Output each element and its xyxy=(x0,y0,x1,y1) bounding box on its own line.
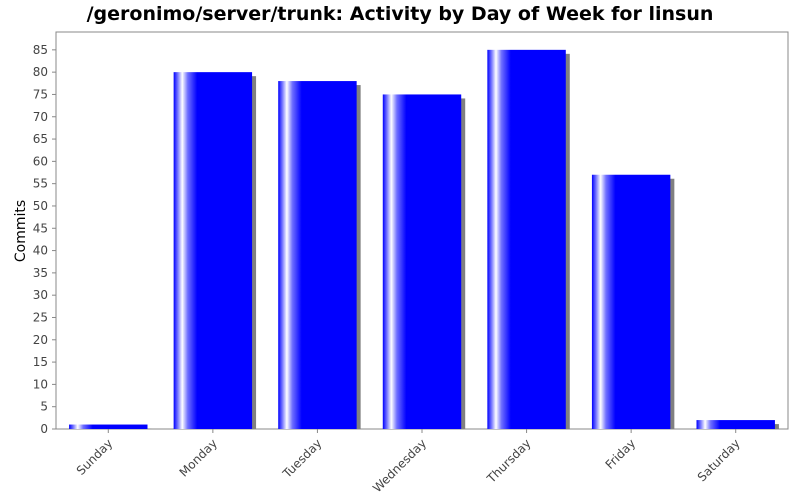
x-tick-label: Monday xyxy=(177,436,220,479)
bar-series xyxy=(69,49,779,430)
y-tick-label: 10 xyxy=(33,377,48,391)
bar-saturday xyxy=(696,420,775,429)
y-tick-label: 70 xyxy=(33,110,48,124)
x-tick-label: Wednesday xyxy=(370,436,429,495)
y-tick-label: 85 xyxy=(33,43,48,57)
bar-friday xyxy=(591,174,671,429)
x-tick-label: Sunday xyxy=(74,436,116,478)
y-tick-label: 50 xyxy=(33,199,48,213)
y-tick-label: 45 xyxy=(33,221,48,235)
y-axis: 0 5 10 15 20 25 30 35 40 45 50 55 60 65 70 75 80 85 xyxy=(33,43,56,436)
x-axis: Sunday Monday Tuesday Wednesday Thursday Frid… xyxy=(74,429,743,495)
y-tick-label: 35 xyxy=(33,266,48,280)
bar-wednesday xyxy=(382,94,462,430)
y-tick-label: 15 xyxy=(33,355,48,369)
y-tick-label: 65 xyxy=(33,132,48,146)
bar-monday xyxy=(173,72,253,430)
y-tick-label: 80 xyxy=(33,65,48,79)
y-tick-label: 75 xyxy=(33,87,48,101)
x-tick-label: Tuesday xyxy=(279,436,324,481)
y-axis-label: Commits xyxy=(13,200,29,262)
x-tick-label: Saturday xyxy=(695,436,743,484)
y-tick-label: 20 xyxy=(33,333,48,347)
y-tick-label: 30 xyxy=(33,288,48,302)
bar-sunday xyxy=(69,424,148,429)
chart-title: /geronimo/server/trunk: Activity by Day … xyxy=(86,3,714,25)
y-tick-label: 0 xyxy=(40,422,48,436)
bar-tuesday xyxy=(278,81,357,429)
x-tick-label: Friday xyxy=(603,436,639,472)
y-tick-label: 55 xyxy=(33,177,48,191)
y-tick-label: 60 xyxy=(33,154,48,168)
y-tick-label: 25 xyxy=(33,310,48,324)
y-tick-label: 5 xyxy=(40,400,48,414)
bar-thursday xyxy=(487,49,566,429)
x-tick-label: Thursday xyxy=(484,436,534,486)
y-tick-label: 40 xyxy=(33,244,48,258)
